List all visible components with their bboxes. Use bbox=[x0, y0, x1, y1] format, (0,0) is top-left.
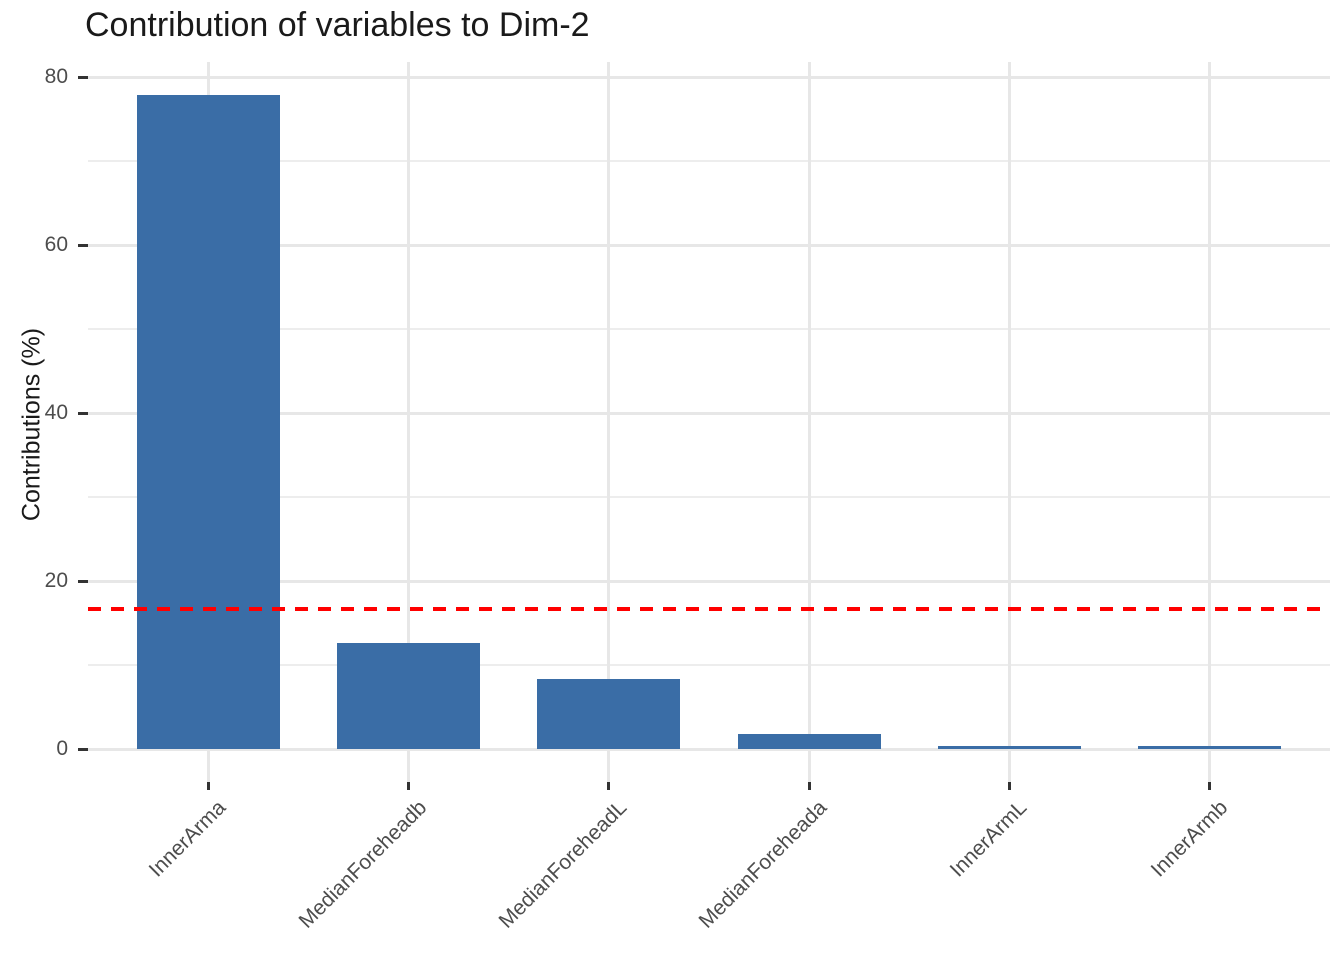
bar bbox=[737, 733, 881, 749]
x-axis-tick-label: MedianForeheada bbox=[694, 796, 832, 933]
bar bbox=[537, 679, 681, 749]
gridline-major-vertical bbox=[407, 62, 411, 782]
bar bbox=[937, 746, 1081, 749]
y-axis-tick-label: 80 bbox=[44, 65, 68, 88]
reference-line bbox=[88, 606, 1330, 611]
gridline-major-vertical bbox=[807, 62, 811, 782]
y-axis-tick-label: 40 bbox=[44, 401, 68, 424]
x-axis-tick-label: InnerArmb bbox=[1146, 796, 1233, 882]
gridline-major-horizontal bbox=[88, 411, 1330, 415]
y-axis-tick-mark bbox=[78, 75, 88, 79]
y-axis-tick-label: 60 bbox=[44, 233, 68, 256]
gridline-major-horizontal bbox=[88, 75, 1330, 79]
gridline-major-vertical bbox=[1007, 62, 1011, 782]
y-axis-tick-mark bbox=[78, 411, 88, 415]
y-axis-tick-mark bbox=[78, 243, 88, 247]
gridline-minor-horizontal bbox=[88, 160, 1330, 162]
gridline-major-vertical bbox=[1208, 62, 1212, 782]
gridline-minor-horizontal bbox=[88, 664, 1330, 666]
bar bbox=[1138, 746, 1282, 749]
gridline-minor-horizontal bbox=[88, 496, 1330, 498]
gridline-major-horizontal bbox=[88, 747, 1330, 751]
gridline-minor-horizontal bbox=[88, 328, 1330, 330]
bar bbox=[136, 94, 280, 749]
x-axis-tick-mark bbox=[807, 782, 811, 790]
bar bbox=[337, 643, 481, 749]
gridline-major-horizontal bbox=[88, 243, 1330, 247]
x-axis-tick-mark bbox=[206, 782, 210, 790]
gridline-major-horizontal bbox=[88, 579, 1330, 583]
x-axis-tick-label: InnerArmL bbox=[946, 796, 1032, 882]
x-axis-tick-label: MedianForeheadL bbox=[494, 796, 632, 933]
y-axis-tick-label: 20 bbox=[44, 569, 68, 592]
x-axis-tick-mark bbox=[1007, 782, 1011, 790]
x-axis-tick-mark bbox=[407, 782, 411, 790]
y-axis-tick-mark bbox=[78, 579, 88, 583]
x-axis-tick-mark bbox=[1208, 782, 1212, 790]
x-axis-tick-mark bbox=[607, 782, 611, 790]
y-axis-tick-mark bbox=[78, 747, 88, 751]
x-axis-tick-label: InnerArma bbox=[144, 796, 231, 882]
x-axis-tick-label: MedianForeheadb bbox=[293, 796, 431, 933]
gridline-major-vertical bbox=[607, 62, 611, 782]
chart-title: Contribution of variables to Dim-2 bbox=[85, 6, 590, 44]
y-axis-tick-label: 0 bbox=[56, 737, 68, 760]
